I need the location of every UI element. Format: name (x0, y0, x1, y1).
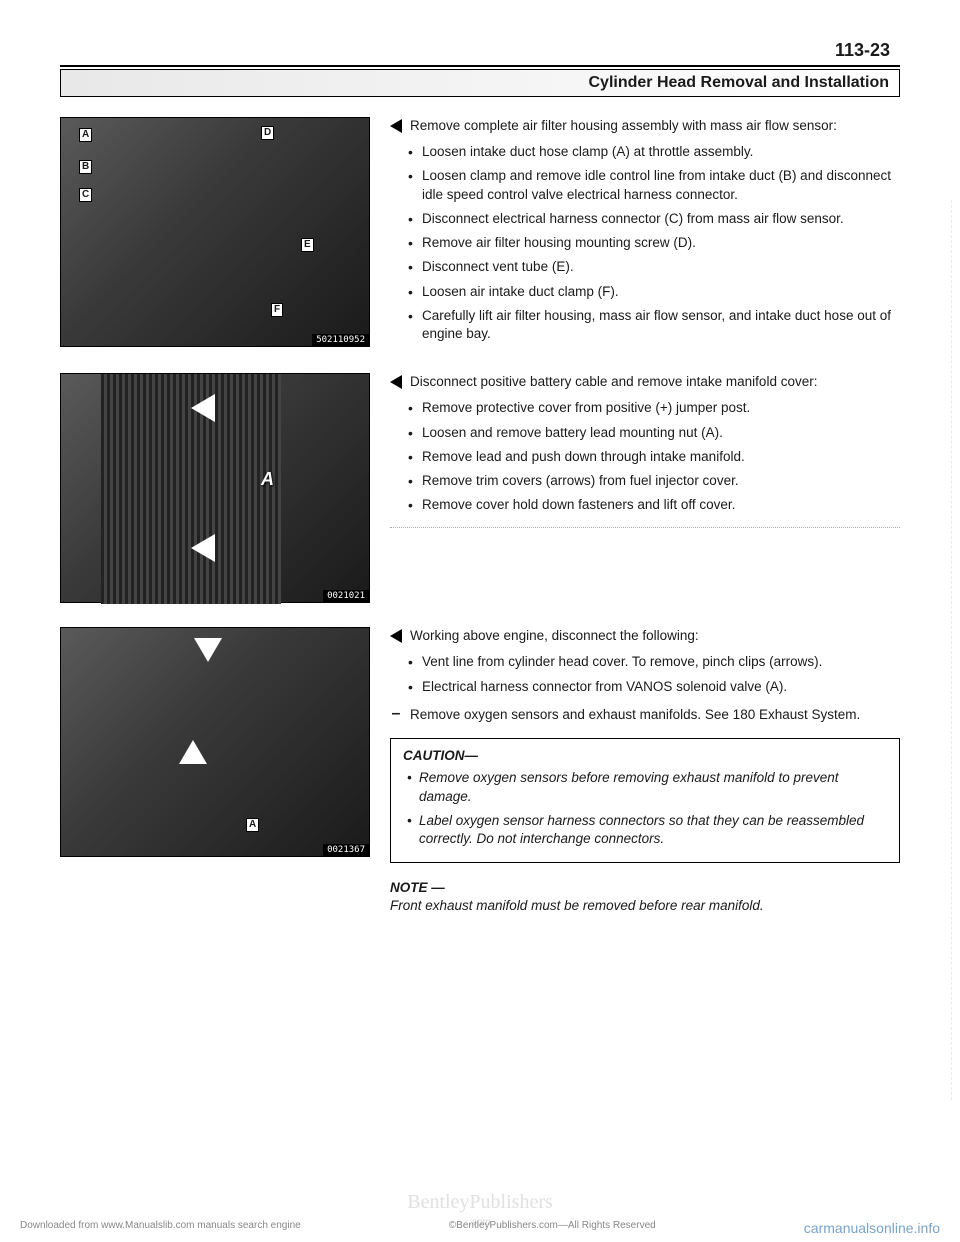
text-block-3: Working above engine, disconnect the fol… (390, 627, 900, 915)
figure2-tag: 0021021 (323, 590, 369, 602)
b2-2: Remove lead and push down through intake… (410, 448, 900, 466)
figure-1: A B C D E F 502110952 (60, 117, 370, 347)
page-edge-ticks (948, 200, 952, 1100)
b2-3: Remove trim covers (arrows) from fuel in… (410, 472, 900, 490)
footer-right: carmanualsonline.info (804, 1220, 940, 1236)
dotted-separator (390, 527, 900, 528)
page-number: 113-23 (60, 40, 900, 61)
lead-1: Remove complete air filter housing assem… (390, 117, 900, 135)
lead-2-text: Disconnect positive battery cable and re… (410, 373, 817, 391)
bullets-1: Loosen intake duct hose clamp (A) at thr… (390, 143, 900, 343)
content-block-3: A 0021367 Working above engine, disconne… (60, 627, 900, 915)
text-block-2: Disconnect positive battery cable and re… (390, 373, 900, 603)
b2-4: Remove cover hold down fasteners and lif… (410, 496, 900, 514)
figure3-arrow-up (179, 740, 207, 764)
content-block-2: A 0021021 Disconnect positive battery ca… (60, 373, 900, 603)
b1-4: Disconnect vent tube (E). (410, 258, 900, 276)
bullets-3: Vent line from cylinder head cover. To r… (390, 653, 900, 695)
figure1-label-c: C (79, 188, 92, 202)
footer-center: ©BentleyPublishers.com—All Rights Reserv… (449, 1220, 656, 1236)
dash-line: – Remove oxygen sensors and exhaust mani… (390, 706, 900, 724)
caution-title: CAUTION— (403, 747, 887, 765)
note-title: NOTE — (390, 879, 900, 897)
figure2-arrow-bottom (191, 534, 215, 562)
b3-0: Vent line from cylinder head cover. To r… (410, 653, 900, 671)
b1-3: Remove air filter housing mounting screw… (410, 234, 900, 252)
page-container: 113-23 Cylinder Head Removal and Install… (0, 0, 960, 960)
b1-2: Disconnect electrical harness connector … (410, 210, 900, 228)
text-block-1: Remove complete air filter housing assem… (390, 117, 900, 349)
lead-1-text: Remove complete air filter housing assem… (410, 117, 837, 135)
top-rule (60, 65, 900, 67)
b1-1: Loosen clamp and remove idle control lin… (410, 167, 900, 203)
dash-line-text: Remove oxygen sensors and exhaust manifo… (410, 706, 860, 724)
figure1-tag: 502110952 (312, 334, 369, 346)
content-block-1: A B C D E F 502110952 Remove complete ai… (60, 117, 900, 349)
b2-0: Remove protective cover from positive (+… (410, 399, 900, 417)
watermark-main: BentleyPublishers (407, 1191, 553, 1214)
b1-0: Loosen intake duct hose clamp (A) at thr… (410, 143, 900, 161)
figure1-label-d: D (261, 126, 274, 140)
b3-1: Electrical harness connector from VANOS … (410, 678, 900, 696)
footer-bar: Downloaded from www.Manualslib.com manua… (0, 1220, 960, 1236)
note-body: Front exhaust manifold must be removed b… (390, 897, 900, 915)
figure2-arrow-top (191, 394, 215, 422)
lead-3: Working above engine, disconnect the fol… (390, 627, 900, 645)
triangle-icon (390, 375, 402, 389)
figure3-arrow-down (194, 638, 222, 662)
figure1-label-a: A (79, 128, 92, 142)
figure1-label-e: E (301, 238, 314, 252)
b1-6: Carefully lift air filter housing, mass … (410, 307, 900, 343)
triangle-icon (390, 629, 402, 643)
bullets-2: Remove protective cover from positive (+… (390, 399, 900, 514)
lead-2: Disconnect positive battery cable and re… (390, 373, 900, 391)
triangle-icon (390, 119, 402, 133)
figure2-letter-a: A (261, 469, 274, 490)
figure3-letter-a: A (246, 818, 259, 832)
figure-2: A 0021021 (60, 373, 370, 603)
caution-1: Label oxygen sensor harness connectors s… (407, 812, 887, 848)
figure1-label-b: B (79, 160, 92, 174)
footer-left: Downloaded from www.Manualslib.com manua… (20, 1220, 301, 1236)
b1-5: Loosen air intake duct clamp (F). (410, 283, 900, 301)
dash-icon: – (390, 706, 402, 724)
caution-list: Remove oxygen sensors before removing ex… (403, 769, 887, 848)
b2-1: Loosen and remove battery lead mounting … (410, 424, 900, 442)
caution-box: CAUTION— Remove oxygen sensors before re… (390, 738, 900, 863)
section-header: Cylinder Head Removal and Installation (60, 69, 900, 97)
lead-3-text: Working above engine, disconnect the fol… (410, 627, 699, 645)
figure1-label-f: F (271, 303, 283, 317)
figure3-tag: 0021367 (323, 844, 369, 856)
figure-3: A 0021367 (60, 627, 370, 857)
caution-0: Remove oxygen sensors before removing ex… (407, 769, 887, 805)
note-block: NOTE — Front exhaust manifold must be re… (390, 879, 900, 915)
